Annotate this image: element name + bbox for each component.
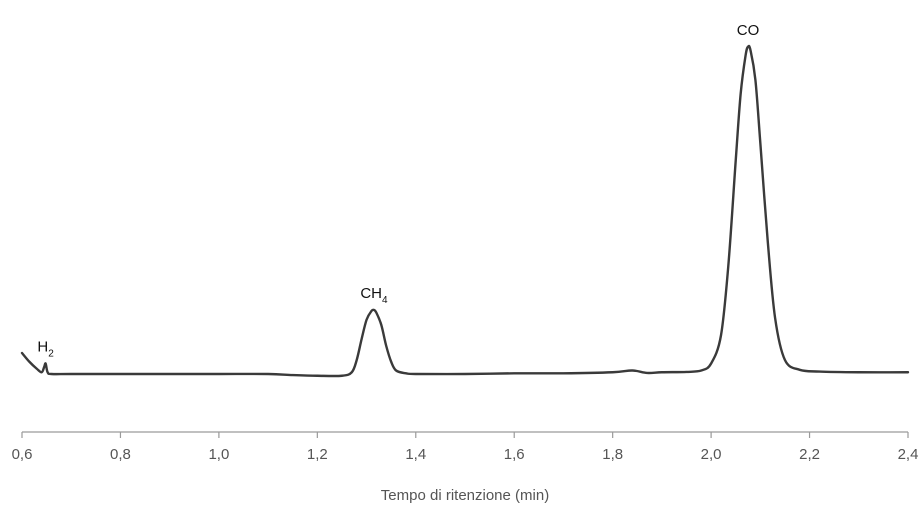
x-tick-label: 2,0 <box>701 446 722 463</box>
x-tick-label: 0,8 <box>110 446 131 463</box>
x-tick-label: 0,6 <box>12 446 33 463</box>
x-tick-label: 1,0 <box>208 446 229 463</box>
x-tick-label: 1,2 <box>307 446 328 463</box>
x-tick-label: 1,8 <box>602 446 623 463</box>
chromatogram-trace <box>20 44 910 378</box>
x-tick-label: 1,4 <box>405 446 426 463</box>
peak-label: H2 <box>37 339 54 360</box>
peak-label: CO <box>737 22 760 39</box>
x-tick-label: 1,6 <box>504 446 525 463</box>
x-tick-label: 2,2 <box>799 446 820 463</box>
peak-label: CH4 <box>360 285 388 306</box>
x-axis-title: Tempo di ritenzione (min) <box>381 487 549 504</box>
x-tick-label: 2,4 <box>898 446 919 463</box>
